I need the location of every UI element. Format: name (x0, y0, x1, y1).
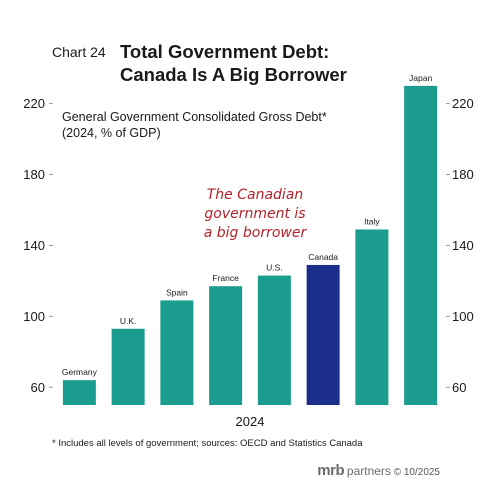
chart-number: Chart 24 (52, 44, 106, 60)
chart-title: Total Government Debt: Canada Is A Big B… (120, 40, 347, 86)
y-tick-label-right: 140 (452, 238, 474, 253)
bar-label-japan: Japan (409, 73, 432, 83)
chart-title-line-1: Total Government Debt: (120, 41, 330, 62)
footnote: * Includes all levels of government; sou… (52, 438, 363, 449)
brand-logo: mrb partners © 10/2025 (317, 462, 440, 479)
x-axis-label: 2024 (236, 414, 265, 429)
y-tick-label-right: 220 (452, 96, 474, 111)
bar-france (209, 286, 243, 405)
y-tick-label-right: 100 (452, 309, 474, 324)
bar-label-spain: Spain (166, 287, 188, 297)
bar-italy (355, 229, 389, 405)
y-tick-label-right: 180 (452, 167, 474, 182)
chart-subtitle: General Government Consolidated Gross De… (62, 109, 327, 141)
bar-germany (62, 380, 96, 405)
y-tick-label-left: 100 (23, 309, 45, 324)
bar-label-uk: U.K. (120, 316, 137, 326)
bar-label-us: U.S. (266, 263, 283, 273)
chart-title-line-2: Canada Is A Big Borrower (120, 64, 347, 85)
chart-annotation: The Canadian government is a big borrowe… (180, 186, 330, 243)
bar-us (257, 275, 291, 405)
y-tick-label-left: 140 (23, 238, 45, 253)
annotation-line-1: The Canadian (206, 187, 304, 203)
bar-label-france: France (212, 273, 239, 283)
y-tick-label-right: 60 (452, 380, 466, 395)
y-tick-label-left: 220 (23, 96, 45, 111)
annotation-line-3: a big borrower (203, 225, 307, 241)
bar-japan (404, 85, 438, 405)
y-tick-label-left: 180 (23, 167, 45, 182)
bar-label-italy: Italy (364, 216, 380, 226)
bar-label-germany: Germany (62, 367, 98, 377)
bar-canada (306, 264, 340, 405)
y-tick-label-left: 60 (31, 380, 45, 395)
chart-series-units: (2024, % of GDP) (62, 126, 161, 140)
brand-logo-mark: mrb (317, 462, 345, 479)
copyright: © 10/2025 (393, 467, 440, 478)
brand-logo-sub: partners (346, 464, 391, 478)
annotation-line-2: government is (204, 206, 306, 222)
bar-uk (111, 328, 145, 405)
chart-series-title: General Government Consolidated Gross De… (62, 110, 327, 124)
bar-label-canada: Canada (308, 252, 338, 262)
bar-spain (160, 300, 194, 405)
